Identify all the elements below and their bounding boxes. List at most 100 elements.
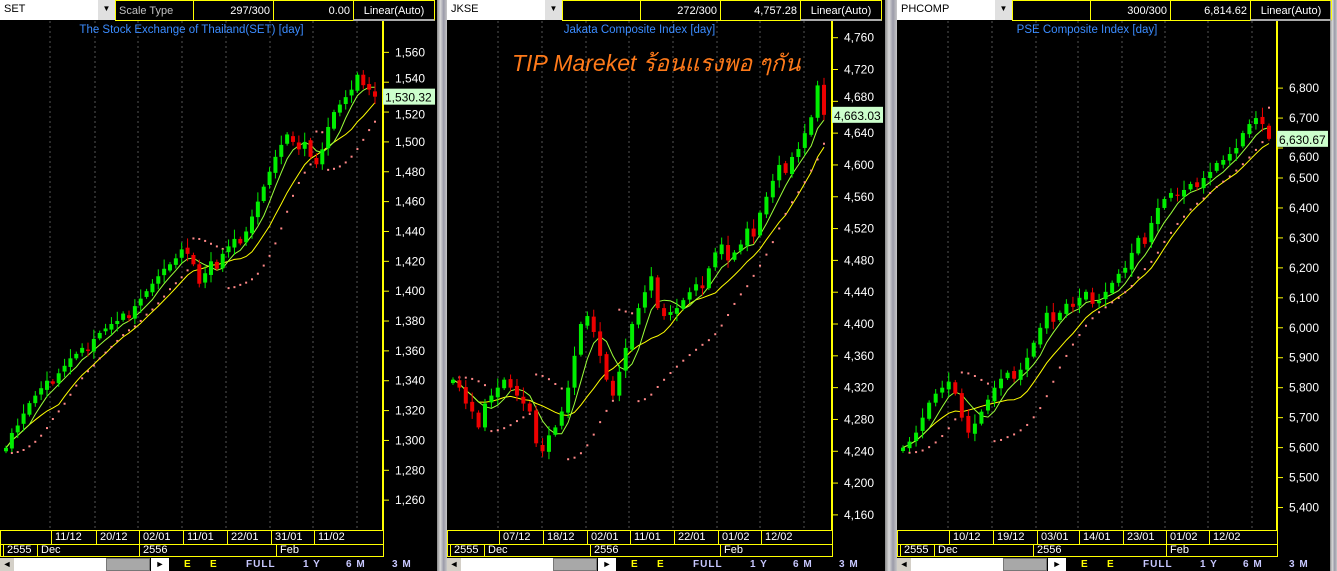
chevron-down-icon[interactable]: ▼ <box>995 0 1012 20</box>
range-full-button[interactable]: FULL <box>246 559 276 570</box>
candle-body <box>1240 133 1245 147</box>
sar-dot <box>810 169 813 172</box>
range-6m-button[interactable]: 6 M <box>1243 559 1263 570</box>
sar-dot <box>204 239 207 242</box>
sar-dot <box>960 371 963 374</box>
sar-dot <box>139 319 142 322</box>
sar-dot <box>663 378 666 381</box>
candle-body <box>470 401 475 412</box>
price-tick-label: 1,560 <box>395 45 425 59</box>
scroll-left-button[interactable]: ◄ <box>0 558 14 571</box>
candle-body <box>502 379 507 389</box>
zoom-out-button[interactable]: E <box>210 559 218 570</box>
candle-body <box>138 298 143 306</box>
candle-body <box>1175 194 1180 196</box>
chevron-down-icon[interactable]: ▼ <box>545 0 562 20</box>
candle-body <box>355 74 360 91</box>
scroll-right-button[interactable]: ► <box>151 558 169 571</box>
scroll-left-button[interactable]: ◄ <box>447 558 461 571</box>
candle-body <box>1182 189 1187 197</box>
month-axis: 2555 Dec 2556 Feb <box>447 544 833 557</box>
range-full-button[interactable]: FULL <box>1143 559 1173 570</box>
chevron-down-icon[interactable]: ▼ <box>98 0 115 20</box>
panel-splitter[interactable] <box>885 0 897 571</box>
candle-body <box>337 104 342 113</box>
sar-dot <box>1026 423 1029 426</box>
zoom-out-button[interactable]: E <box>1107 559 1115 570</box>
range-1y-button[interactable]: 1 Y <box>303 559 321 570</box>
sar-dot <box>973 375 976 378</box>
range-6m-button[interactable]: 6 M <box>346 559 366 570</box>
range-full-button[interactable]: FULL <box>693 559 723 570</box>
sar-dot <box>110 345 113 348</box>
symbol-dropdown[interactable]: SET ▼ <box>0 0 115 20</box>
zoom-out-button[interactable]: E <box>657 559 665 570</box>
range-3m-button[interactable]: 3 M <box>1289 559 1309 570</box>
scale-mode-button[interactable]: Linear(Auto) <box>1250 0 1332 21</box>
range-1y-button[interactable]: 1 Y <box>1200 559 1218 570</box>
sar-dot <box>1111 301 1114 304</box>
sar-dot <box>1248 156 1251 159</box>
candle-body <box>244 231 249 243</box>
scale-mode-button[interactable]: Linear(Auto) <box>353 0 435 21</box>
sar-dot <box>921 449 924 452</box>
scroll-right-button[interactable]: ► <box>1048 558 1066 571</box>
sar-dot <box>1169 231 1172 234</box>
symbol-dropdown[interactable]: JKSE ▼ <box>447 0 562 20</box>
scroll-right-button[interactable]: ► <box>598 558 616 571</box>
date-axis: 11/12 20/12 02/01 11/01 22/01 31/01 11/02 <box>0 530 384 545</box>
zoom-in-button[interactable]: E <box>631 559 639 570</box>
range-3m-button[interactable]: 3 M <box>839 559 859 570</box>
arrow-left-icon: ◄ <box>899 559 909 569</box>
scroll-thumb[interactable] <box>553 558 597 571</box>
sar-dot <box>374 120 376 123</box>
zoom-in-button[interactable]: E <box>1081 559 1089 570</box>
vertical-scrollbar[interactable] <box>1330 0 1337 571</box>
range-1y-button[interactable]: 1 Y <box>750 559 768 570</box>
candle-body <box>127 315 131 319</box>
candle-body <box>115 321 120 325</box>
price-chart[interactable]: 1,260 1,280 1,300 1,320 1,340 1,360 1,380 1,400… <box>0 21 437 530</box>
zoom-in-button[interactable]: E <box>184 559 192 570</box>
scale-mode-button[interactable]: Linear(Auto) <box>800 0 882 21</box>
date-tick-label: 11/01 <box>630 531 674 544</box>
sar-dot <box>245 281 248 284</box>
sar-dot <box>522 416 525 419</box>
chart-title: Jakata Composite Index [day] <box>563 24 716 36</box>
sar-dot <box>128 329 130 332</box>
candle-body <box>74 353 79 359</box>
sar-dot <box>1156 251 1159 254</box>
price-tick-label: 5,900 <box>1289 351 1319 365</box>
range-3m-button[interactable]: 3 M <box>392 559 412 570</box>
candle-body <box>1142 237 1147 244</box>
price-chart[interactable]: 5,400 5,500 5,600 5,700 5,800 5,900 6,000 6,100… <box>897 21 1330 530</box>
sar-dot <box>980 378 983 381</box>
candle-body <box>979 411 984 424</box>
ma-short-line <box>5 86 376 449</box>
candle-body <box>226 246 231 253</box>
range-6m-button[interactable]: 6 M <box>793 559 813 570</box>
symbol-dropdown[interactable]: PHCOMP ▼ <box>897 0 1012 20</box>
scroll-thumb[interactable] <box>1003 558 1047 571</box>
sar-dot <box>356 148 359 151</box>
sar-dot <box>63 402 66 405</box>
panel-splitter[interactable] <box>437 0 447 571</box>
sar-dot <box>752 274 755 277</box>
scroll-thumb[interactable] <box>106 558 150 571</box>
scale-type-label <box>562 0 641 21</box>
candle-body <box>1221 160 1226 165</box>
candle-body <box>1129 252 1134 270</box>
sar-dot <box>75 384 78 387</box>
candle-body <box>39 388 44 395</box>
scroll-left-button[interactable]: ◄ <box>897 558 911 571</box>
sar-dot <box>145 313 148 316</box>
sar-dot <box>509 424 512 427</box>
sar-dot <box>157 302 160 305</box>
sar-dot <box>823 142 825 145</box>
candle-body <box>953 382 958 394</box>
price-chart[interactable]: 4,160 4,200 4,240 4,280 4,320 4,360 4,400 4,440… <box>447 21 885 530</box>
candle-body <box>655 277 660 309</box>
watermark-text: TIP Mareket ร้อนแรงพอ ๆกัน <box>512 50 801 76</box>
candle-body <box>296 142 301 150</box>
sar-dot <box>471 377 474 380</box>
